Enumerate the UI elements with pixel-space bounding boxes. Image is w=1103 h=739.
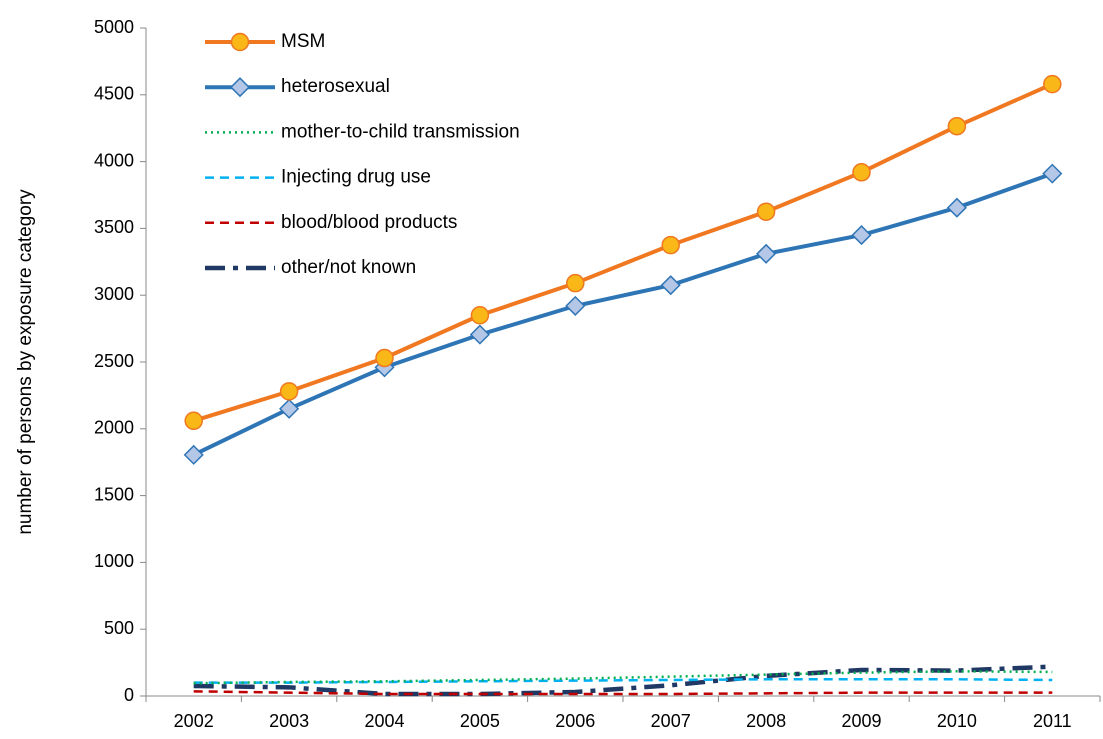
- y-tick-label: 0: [124, 685, 134, 705]
- x-tick-label: 2007: [651, 711, 691, 731]
- x-tick-label: 2009: [841, 711, 881, 731]
- x-tick-label: 2010: [937, 711, 977, 731]
- x-tick-label: 2004: [364, 711, 404, 731]
- x-tick-label: 2002: [174, 711, 214, 731]
- marker: [660, 275, 681, 296]
- legend-label: heterosexual: [281, 76, 390, 97]
- marker: [946, 197, 967, 218]
- marker: [756, 243, 777, 264]
- y-tick-label: 2000: [94, 418, 134, 438]
- y-tick-label: 2500: [94, 351, 134, 371]
- y-tick-label: 1500: [94, 484, 134, 504]
- x-tick-label: 2003: [269, 711, 309, 731]
- marker: [1043, 74, 1062, 94]
- marker: [279, 398, 300, 419]
- marker: [470, 305, 490, 325]
- marker: [566, 273, 585, 293]
- marker: [469, 324, 490, 345]
- series-line: [193, 664, 1053, 697]
- y-tick-label: 4000: [94, 150, 134, 170]
- y-tick-label: 500: [104, 618, 134, 638]
- legend-label: blood/blood products: [281, 212, 457, 233]
- legend-label: mother-to-child transmission: [281, 121, 520, 142]
- marker: [375, 348, 394, 368]
- marker: [852, 163, 871, 182]
- x-tick-label: 2011: [1033, 711, 1072, 731]
- series-line: [193, 670, 1053, 685]
- marker: [565, 295, 586, 316]
- series-line: [193, 82, 1054, 423]
- marker: [183, 444, 204, 465]
- series-line: [193, 678, 1053, 684]
- series-line: [192, 171, 1053, 457]
- y-axis-title: number of persons by exposure category: [15, 189, 36, 535]
- y-tick-label: 4500: [94, 84, 134, 104]
- series-line: [193, 690, 1053, 696]
- marker: [947, 116, 967, 136]
- marker: [184, 411, 203, 431]
- y-tick-label: 3500: [94, 217, 134, 237]
- marker: [851, 225, 872, 246]
- marker: [756, 202, 776, 221]
- legend-label: Injecting drug use: [281, 167, 431, 188]
- marker: [661, 235, 680, 255]
- y-tick-label: 5000: [94, 17, 134, 37]
- legend-label: MSM: [281, 31, 325, 52]
- x-tick-label: 2005: [460, 711, 500, 731]
- legend-label: other/not known: [281, 257, 416, 278]
- x-tick-label: 2006: [555, 711, 595, 731]
- legend-marker: [229, 77, 251, 98]
- legend-marker: [230, 32, 250, 52]
- x-tick-label: 2008: [746, 711, 786, 731]
- y-tick-label: 1000: [94, 551, 134, 571]
- marker: [1042, 163, 1063, 184]
- y-tick-label: 3000: [94, 284, 134, 304]
- marker: [279, 382, 299, 401]
